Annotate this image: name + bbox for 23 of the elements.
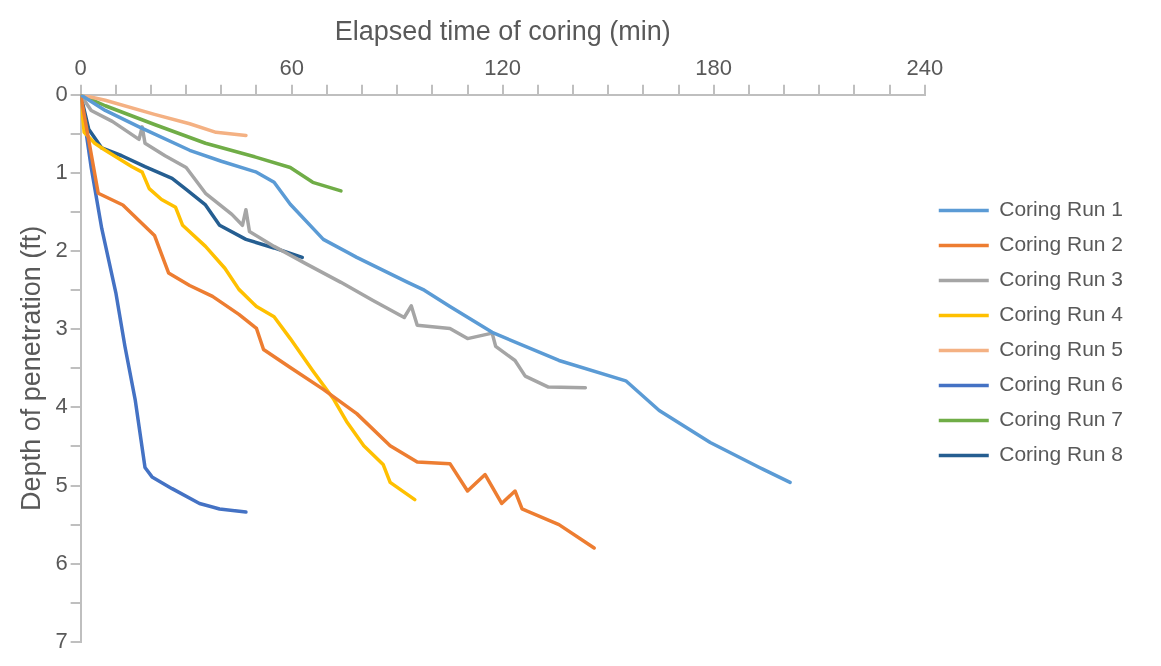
legend-label: Coring Run 3 (999, 267, 1123, 291)
y-tick-label: 0 (55, 80, 68, 106)
legend-label: Coring Run 2 (999, 232, 1123, 256)
legend-label: Coring Run 7 (999, 407, 1123, 431)
legend-label: Coring Run 1 (999, 197, 1123, 221)
y-tick-label: 3 (55, 315, 68, 341)
y-tick-label: 7 (55, 627, 68, 653)
x-tick-label: 0 (74, 54, 87, 80)
x-tick-label: 240 (906, 54, 944, 80)
y-tick-label: 6 (55, 549, 68, 575)
y-axis-title: Depth of penetration (ft) (15, 225, 46, 511)
x-tick-label: 180 (695, 54, 733, 80)
x-tick-label: 60 (279, 54, 304, 80)
legend-label: Coring Run 4 (999, 302, 1124, 326)
x-tick-label: 120 (484, 54, 522, 80)
y-tick-label: 2 (55, 237, 68, 263)
y-tick-label: 4 (55, 393, 68, 419)
legend-label: Coring Run 6 (999, 372, 1123, 396)
y-tick-label: 1 (55, 159, 68, 185)
legend-label: Coring Run 5 (999, 337, 1123, 361)
y-tick-label: 5 (55, 471, 68, 497)
legend-label: Coring Run 8 (999, 442, 1123, 466)
x-axis-title: Elapsed time of coring (min) (334, 15, 671, 46)
